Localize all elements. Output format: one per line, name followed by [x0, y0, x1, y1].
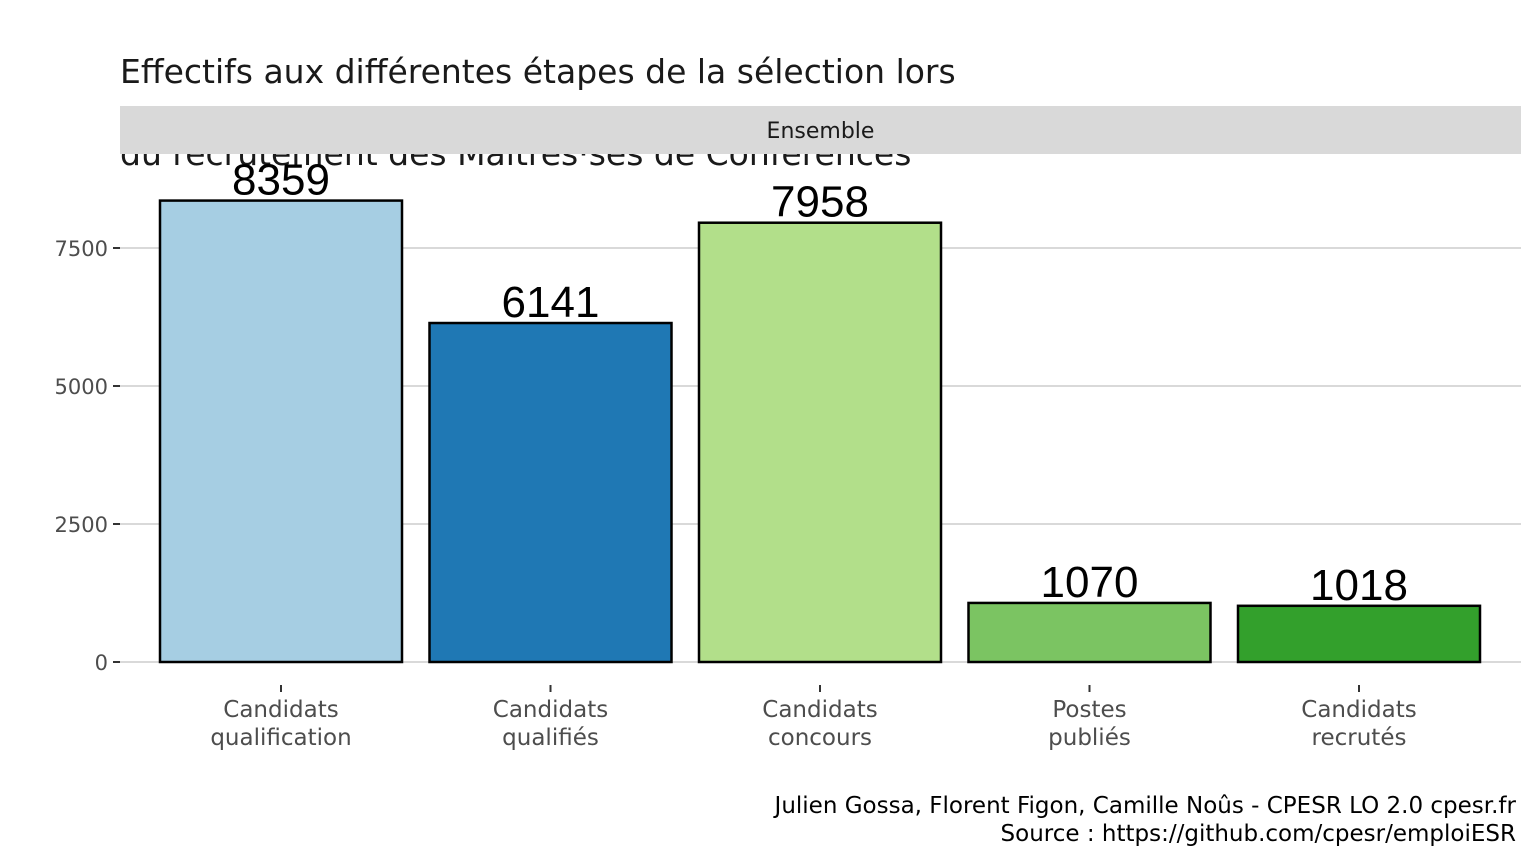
x-tick-label: Postes	[1052, 697, 1126, 723]
bar	[1236, 604, 1482, 664]
data-label: 7958	[771, 178, 869, 227]
data-label: 1070	[1041, 558, 1139, 607]
data-label: 6141	[502, 278, 600, 327]
y-tick-label: 5000	[55, 375, 108, 399]
x-tick-label: Candidats	[1301, 697, 1416, 723]
y-tick-label: 2500	[55, 513, 108, 537]
title-line-1: Effectifs aux différentes étapes de la s…	[120, 52, 956, 91]
caption: Julien Gossa, Florent Figon, Camille Noû…	[775, 792, 1516, 848]
caption-line-1: Julien Gossa, Florent Figon, Camille Noû…	[774, 793, 1516, 819]
facet-strip-label: Ensemble	[767, 119, 875, 144]
bar	[967, 601, 1212, 664]
facet-strip	[120, 106, 1521, 154]
x-tick-label: Candidats	[493, 697, 608, 723]
caption-line-2: Source : https://github.com/cpesr/emploi…	[1000, 821, 1516, 847]
bar	[697, 221, 943, 664]
x-tick-label: Candidats	[223, 697, 338, 723]
x-tick-label: concours	[768, 725, 872, 751]
x-tick-label: Candidats	[762, 697, 877, 723]
y-tick-label: 7500	[55, 237, 108, 261]
bar	[428, 321, 673, 664]
data-label: 8359	[232, 156, 330, 205]
chart-title: Effectifs aux différentes étapes de la s…	[120, 10, 956, 215]
y-tick-label: 0	[95, 651, 108, 675]
bar	[158, 199, 404, 664]
x-tick-label: qualifiés	[502, 725, 599, 751]
x-tick-label: recrutés	[1312, 725, 1407, 751]
x-tick-label: publiés	[1048, 725, 1131, 751]
data-label: 1018	[1310, 561, 1408, 610]
x-tick-label: qualification	[210, 725, 351, 751]
